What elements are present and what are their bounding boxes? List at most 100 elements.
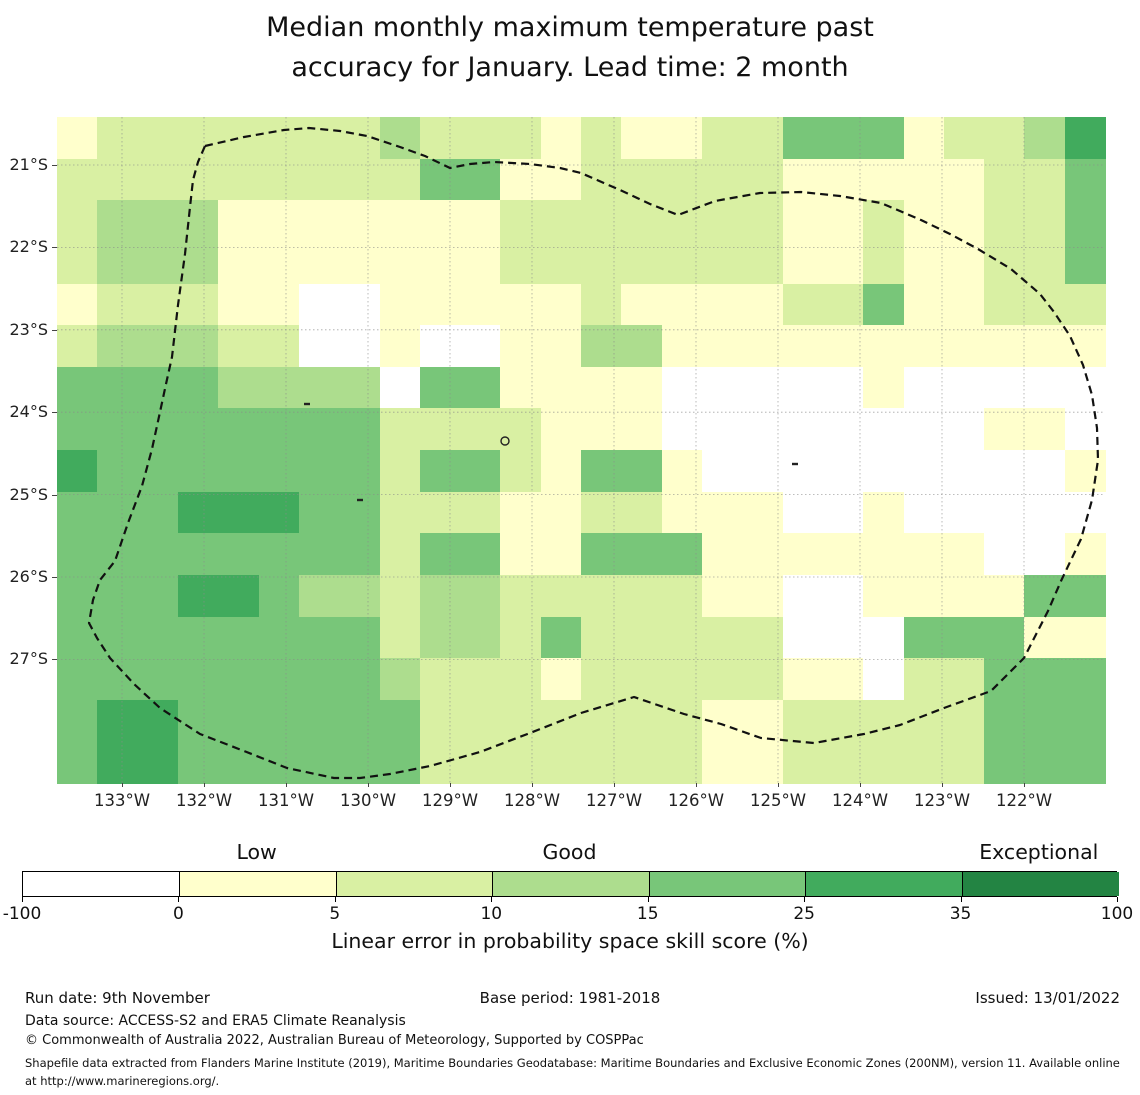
x-axis-tick [1024, 783, 1025, 787]
heatmap-cell [984, 450, 1025, 493]
heatmap-cell [218, 158, 260, 201]
heatmap-cell [339, 241, 381, 285]
heatmap-cell [258, 741, 300, 784]
y-axis-tick [52, 659, 57, 661]
island-mark [792, 462, 798, 466]
heatmap-cell [822, 491, 864, 534]
heatmap-cell [1024, 117, 1066, 160]
colorbar-segment [961, 872, 1120, 896]
heatmap-cell [581, 241, 622, 285]
heatmap-cell [903, 117, 945, 160]
heatmap-cell [460, 450, 501, 493]
heatmap-cell [1064, 283, 1106, 326]
heatmap-cell [863, 699, 905, 742]
heatmap-cell [782, 283, 824, 326]
heatmap-cell [419, 658, 461, 701]
heatmap-cell [500, 658, 542, 701]
heatmap-cell [540, 200, 582, 243]
heatmap-cell [903, 158, 945, 201]
heatmap-cell [298, 450, 340, 493]
y-axis-tick-label: 24°S [9, 402, 48, 422]
heatmap-cell [460, 366, 501, 409]
heatmap-cell [621, 741, 663, 784]
heatmap-cell [661, 491, 703, 534]
heatmap-cell [621, 408, 663, 451]
heatmap-cell [742, 491, 784, 534]
heatmap-cell [943, 117, 985, 160]
x-axis-tick-label: 130°W [339, 791, 397, 810]
heatmap-cell [460, 699, 501, 742]
heatmap-cell [379, 533, 421, 576]
heatmap-cell [742, 200, 784, 243]
heatmap-cell [97, 408, 139, 451]
heatmap-cell [984, 658, 1025, 701]
heatmap-cell [460, 325, 501, 368]
heatmap-cell [460, 574, 501, 618]
heatmap-cell [258, 491, 300, 534]
heatmap-cell [822, 658, 864, 701]
heatmap-cell [701, 408, 743, 451]
heatmap-cell [298, 200, 340, 243]
x-axis-tick-label: 126°W [667, 791, 725, 810]
heatmap-cell [258, 366, 300, 409]
heatmap-cell [57, 241, 98, 285]
colorbar-tick-label: -100 [2, 904, 42, 924]
heatmap-cell [581, 616, 622, 659]
heatmap-cell [822, 283, 864, 326]
heatmap-cell [903, 658, 945, 701]
heatmap-cell [379, 283, 421, 326]
x-axis-tick [696, 783, 697, 787]
y-axis-tick [52, 494, 57, 496]
heatmap-cell [460, 491, 501, 534]
heatmap-cell [540, 241, 582, 285]
heatmap-cell [258, 616, 300, 659]
heatmap-cell [1064, 699, 1106, 742]
heatmap-cell [298, 699, 340, 742]
heatmap-cell [258, 158, 300, 201]
heatmap-cell [57, 408, 98, 451]
heatmap-cell [258, 408, 300, 451]
colorbar-category-label: Exceptional [979, 840, 1099, 864]
colorbar-tick [334, 897, 336, 902]
heatmap-cell [379, 699, 421, 742]
heatmap-cell [137, 117, 179, 160]
heatmap-cell [1064, 325, 1106, 368]
heatmap-cell [379, 450, 421, 493]
heatmap-cell [863, 658, 905, 701]
map-overlay [57, 117, 1105, 783]
heatmap-cell [863, 533, 905, 576]
heatmap-cell [218, 491, 260, 534]
heatmap-cell [57, 491, 98, 534]
x-axis-tick [204, 783, 205, 787]
y-axis-tick-label: 21°S [9, 155, 48, 174]
heatmap-cell [984, 741, 1025, 784]
heatmap-cell [137, 574, 179, 618]
heatmap-cell [621, 533, 663, 576]
heatmap-cell [298, 117, 340, 160]
heatmap-cell [97, 741, 139, 784]
heatmap-cell [97, 200, 139, 243]
heatmap-cell [742, 408, 784, 451]
heatmap-cell [581, 117, 622, 160]
heatmap-cell [57, 741, 98, 784]
heatmap-cell [1064, 117, 1106, 160]
heatmap-cell [1024, 699, 1066, 742]
heatmap-cell [621, 158, 663, 201]
heatmap-cell [863, 450, 905, 493]
heatmap-cell [782, 408, 824, 451]
heatmap-cell [621, 241, 663, 285]
heatmap-cell [943, 658, 985, 701]
heatmap-cell [339, 366, 381, 409]
heatmap-cell [984, 491, 1025, 534]
heatmap-cell [782, 574, 824, 618]
heatmap-cell [419, 241, 461, 285]
heatmap-cell [621, 616, 663, 659]
x-axis-tick [860, 783, 861, 787]
y-axis-tick [52, 247, 57, 249]
heatmap-cell [97, 325, 139, 368]
colorbar-tick [960, 897, 962, 902]
x-axis-tick-label: 127°W [585, 791, 643, 810]
x-axis-tick-label: 131°W [257, 791, 315, 810]
heatmap-cell [298, 158, 340, 201]
heatmap-cell [581, 574, 622, 618]
